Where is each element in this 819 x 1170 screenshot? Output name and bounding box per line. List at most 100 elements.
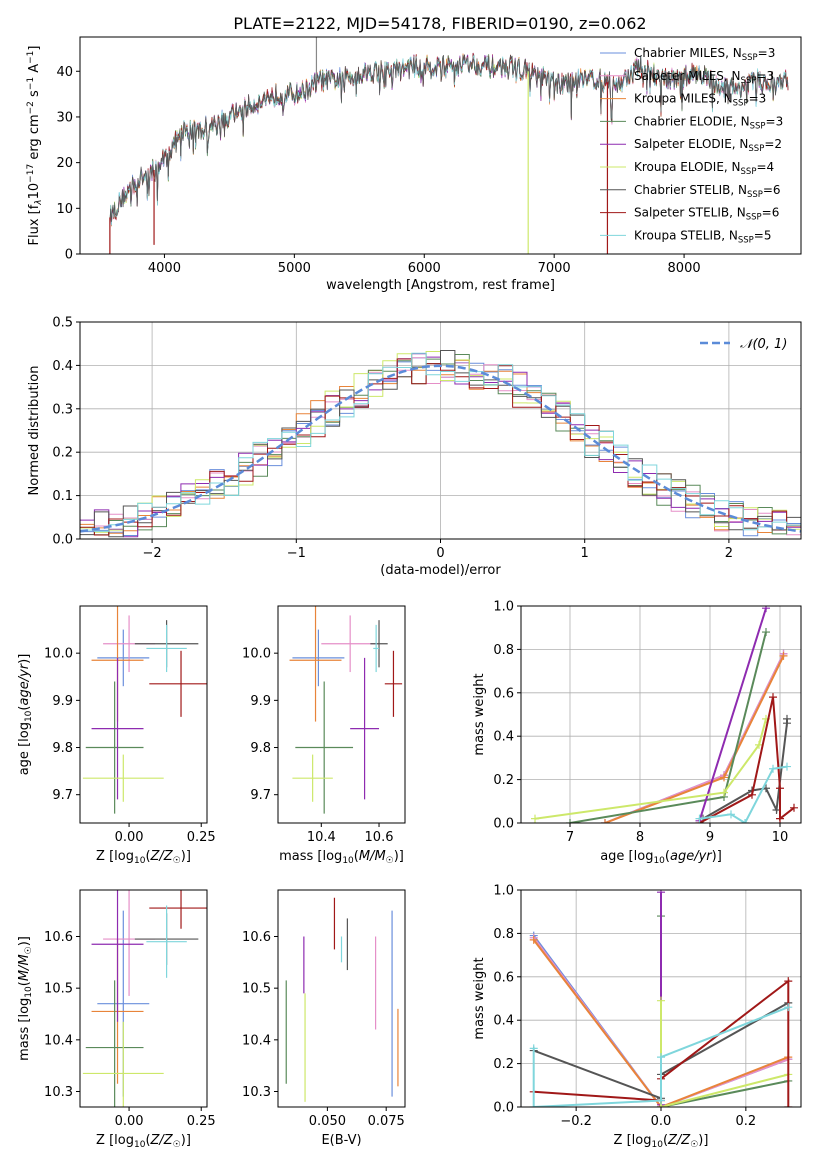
spectrum-panel-xtick-label-1: 5000	[278, 261, 311, 276]
age-z-panel-point-kroupa-elodie	[82, 754, 164, 802]
weight-z-panel-xtick-label-1: 0.0	[651, 1114, 672, 1129]
weight-z-panel-line-kroupa-elodie	[660, 1000, 789, 1107]
residual-panel-ytick-label-0: 0.0	[52, 533, 73, 548]
legend-text-sub-1: SSP	[741, 76, 757, 86]
mass-z-panel-xlabel-a: Z [log	[96, 1133, 134, 1148]
legend-text-sub-3: SSP	[750, 121, 766, 131]
mass-z-panel-xlabel-f: )]	[181, 1133, 191, 1148]
legend-label-kroupa-elodie: Kroupa ELODIE, NSSP=4	[634, 160, 774, 177]
age-mass-panel-xlabel-a: mass [log	[279, 849, 342, 864]
age-z-panel-plot-area	[82, 606, 207, 814]
spectrum-panel-xtick-label-2: 6000	[408, 261, 441, 276]
weight-z-panel-ytick-label-5: 1.0	[493, 884, 514, 899]
age-mass-panel-plot-area	[289, 606, 403, 814]
weight-age-panel-xlabel: age [log10(age/yr)]	[600, 849, 722, 866]
weight-z-panel-xlabel-c: (	[663, 1133, 668, 1148]
mass-z-panel-ylabel-d: M/M	[17, 954, 32, 981]
legend-label-kroupa-miles: Kroupa MILES, NSSP=3	[634, 92, 766, 109]
weight-z-panel: −0.2 0.0 0.2 0.0 0.2 0.4 0.6 0.8 1.0 Z [log10(Z/Z…	[472, 884, 802, 1150]
legend-text-n-0: =3	[758, 46, 776, 60]
age-mass-panel-point-chabrier-stelib	[370, 620, 388, 668]
normal-curve	[80, 364, 801, 533]
mass-z-panel-xlabel: Z [log10(Z/Z☉)]	[96, 1133, 191, 1150]
weight-z-panel-marker-salpeter-elodie-0	[657, 890, 665, 897]
spectrum-panel-plot-area	[109, 37, 789, 254]
weight-z-panel-ytick-label-3: 0.6	[493, 970, 514, 985]
weight-z-panel-xlabel: Z [log10(Z/Z☉)]	[614, 1133, 709, 1150]
mass-z-panel-point-chabrier-elodie	[85, 980, 144, 1107]
weight-z-panel-marker-kroupa-elodie-0	[657, 996, 665, 1005]
legend-label-chabrier-elodie: Chabrier ELODIE, NSSP=3	[634, 114, 783, 131]
legend-text-n-6: =6	[763, 183, 781, 197]
weight-z-panel-xlabel-b: 10	[651, 1140, 663, 1150]
mass-ebv-panel-ytick-label-2: 10.5	[242, 982, 271, 997]
weight-age-panel-marker-kroupa-stelib-0	[695, 814, 704, 823]
residual-panel-ytick-label-5: 0.5	[52, 316, 73, 331]
residual-panel-ytick-label-4: 0.4	[52, 359, 73, 374]
weight-z-panel-line-kroupa-miles	[532, 939, 789, 1107]
weight-age-panel-marker-kroupa-stelib-3	[769, 764, 777, 773]
age-mass-panel-xlabel-f: )]	[394, 849, 404, 864]
spectrum-panel-xlabel: wavelength [Angstrom, rest frame]	[326, 278, 555, 293]
mass-ebv-panel-ytick-label-3: 10.6	[242, 930, 271, 945]
ylab-j: −1	[26, 51, 36, 64]
age-mass-panel-point-kroupa-elodie	[292, 754, 333, 802]
weight-age-panel-xtick-label-0: 7	[566, 830, 574, 845]
figure-title: PLATE=2122, MJD=54178, FIBERID=0190, z=0…	[233, 14, 646, 33]
mass-z-panel-xlabel-d: Z/Z	[150, 1133, 174, 1148]
residual-panel-xtick-label-0: −2	[143, 546, 162, 561]
mass-z-panel-ylabel-c: (	[17, 981, 32, 986]
age-mass-panel-ytick-label-3: 10.0	[242, 647, 271, 662]
age-mass-panel-frame	[277, 605, 406, 824]
legend-text-sub-0: SSP	[742, 53, 758, 63]
weight-z-panel-xlabel-e: ☉	[690, 1140, 698, 1150]
weight-age-panel-marker-kroupa-elodie-1	[720, 788, 728, 797]
age-mass-panel-point-kroupa-stelib	[373, 624, 380, 673]
weight-age-panel-marker-salpeter-elodie-1	[762, 606, 770, 613]
weight-age-panel-frame	[520, 605, 802, 824]
weight-age-panel-ytick-label-4: 0.8	[493, 643, 514, 658]
mass-ebv-panel: 0.050 0.075 10.3 10.4 10.5 10.6 E(B-V)	[242, 889, 406, 1148]
ylab-i: A	[27, 64, 42, 77]
weight-age-panel-marker-salpeter-stelib-5	[790, 803, 798, 812]
mass-z-panel-point-salpeter-stelib	[149, 890, 207, 929]
age-z-panel-ylabel-c: (	[17, 706, 32, 711]
mass-ebv-panel-ytick-label-1: 10.4	[242, 1033, 271, 1048]
weight-age-panel-xlabel-c: (	[665, 849, 670, 864]
residual-panel-ylabel: Normed distribution	[27, 366, 42, 496]
mass-z-panel-ylabel-e: ☉	[24, 946, 34, 954]
weight-age-panel-marker-salpeter-stelib-4	[776, 814, 784, 823]
weight-age-panel-marker-kroupa-stelib-2	[741, 819, 749, 823]
ylab-f: −2	[26, 101, 36, 114]
weight-age-panel-marker-chabrier-elodie-0	[566, 819, 574, 823]
legend-text-base-7: Salpeter STELIB, N	[634, 206, 746, 220]
legend-text-n-8: =5	[754, 228, 772, 242]
spectrum-panel-xtick-label-3: 7000	[538, 261, 571, 276]
ylab-d: −17	[26, 164, 36, 183]
residual-panel: 𝒩(0, 1) −2 −1 0 1 2 0.0 0.1 0.2 0.3 0.4 0.5 (data-mo…	[27, 316, 802, 578]
weight-age-panel-xlabel-e: )]	[712, 849, 722, 864]
spectrum-panel-ytick-label-4: 40	[56, 65, 73, 80]
mass-z-panel-point-kroupa-stelib	[146, 905, 187, 978]
weight-age-panel-marker-kroupa-miles-1	[720, 773, 728, 782]
histogram-kroupa-stelib	[80, 352, 801, 532]
age-z-panel-frame	[79, 605, 208, 824]
age-mass-panel-xlabel-b: 10	[342, 856, 354, 866]
age-z-panel-ytick-label-1: 9.8	[52, 741, 73, 756]
age-z-panel: 0.00 0.259.79.89.910.0Z [log10(Z/Z☉)]age …	[17, 605, 216, 866]
age-mass-panel-ytick-label-2: 9.9	[250, 694, 271, 709]
weight-z-panel-ytick-label-0: 0.0	[493, 1101, 514, 1116]
weight-age-panel-ytick-label-1: 0.2	[493, 773, 514, 788]
mass-z-panel-ylabel-a: mass [log	[17, 998, 32, 1061]
legend-text-sub-2: SSP	[733, 99, 749, 109]
mass-z-panel-plot-area	[82, 890, 207, 1107]
mass-ebv-panel-ytick-label-0: 10.3	[242, 1085, 271, 1100]
weight-age-panel-xtick-label-2: 9	[706, 830, 714, 845]
weight-age-panel-ytick-label-0: 0.0	[493, 817, 514, 832]
weight-z-panel-marker-kroupa-miles-0	[529, 935, 538, 944]
weight-age-panel-ytick-label-2: 0.4	[493, 730, 514, 745]
legend-text-sub-5: SSP	[741, 167, 757, 177]
mass-z-panel-xtick-label-1: 0.25	[187, 1114, 216, 1129]
age-mass-panel-ytick-label-0: 9.7	[250, 788, 271, 803]
